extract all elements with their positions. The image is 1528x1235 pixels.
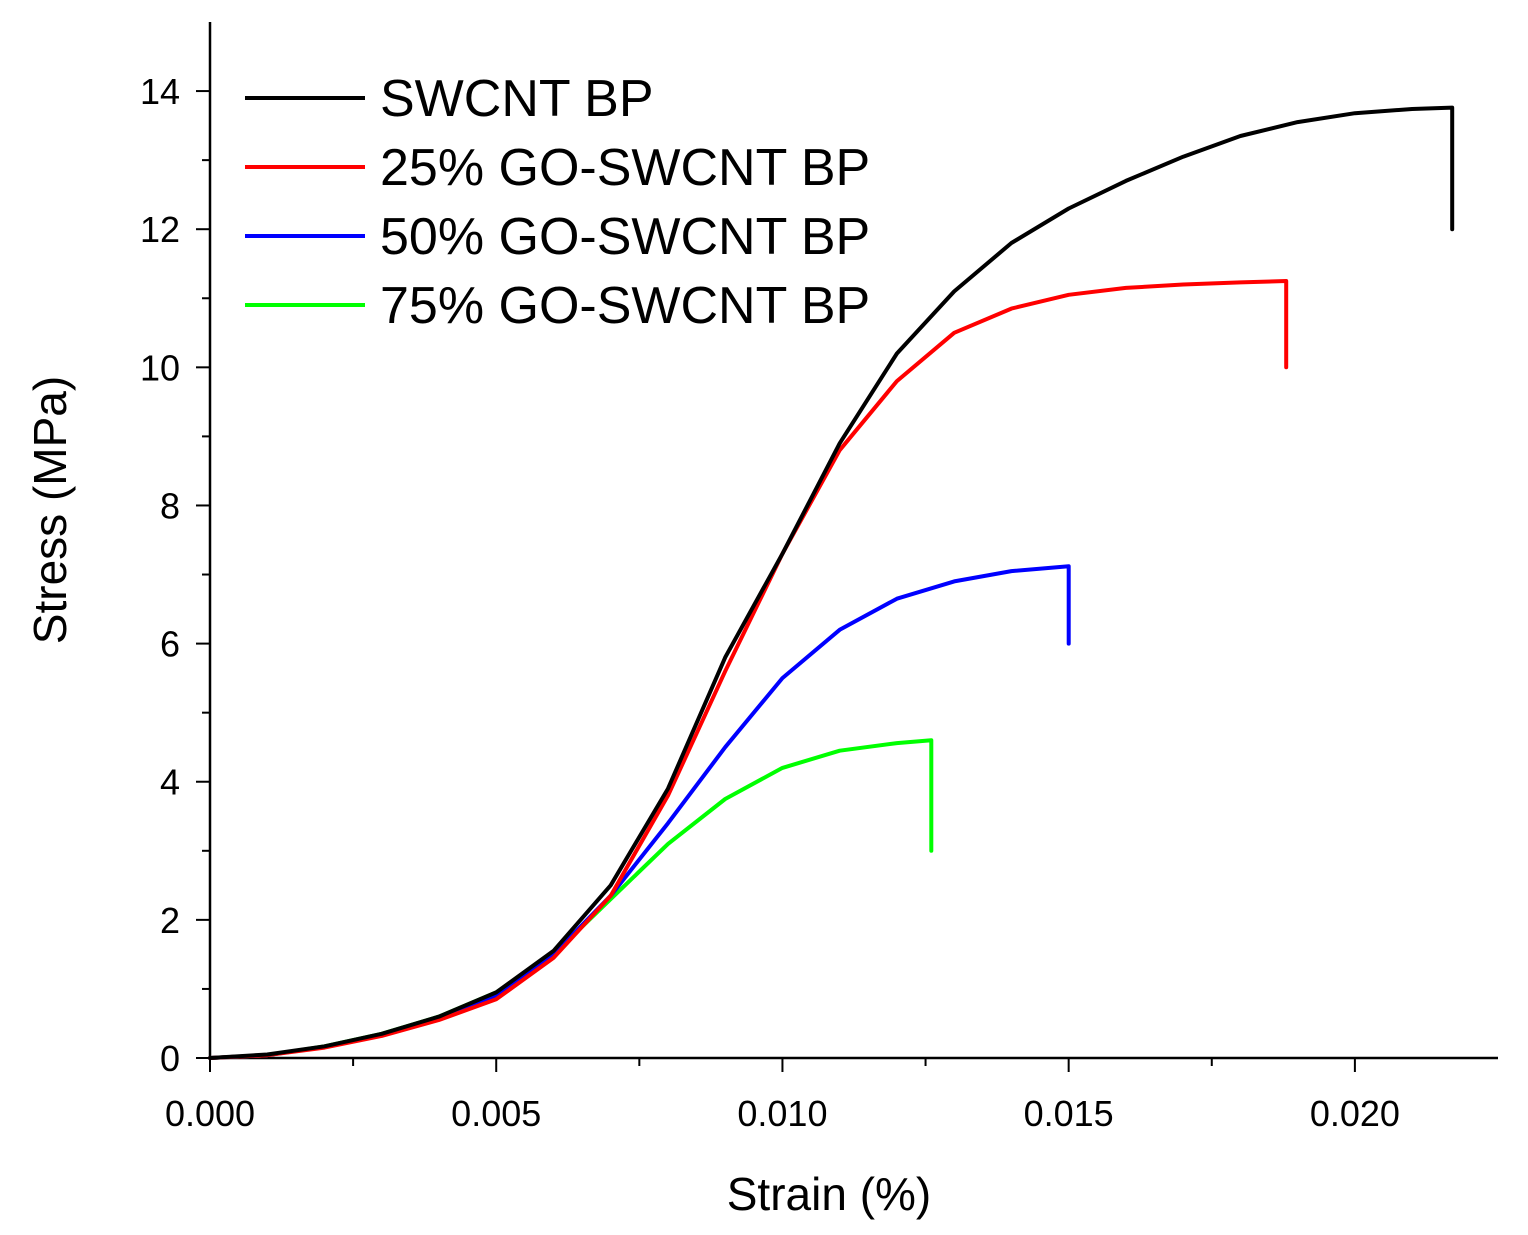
axes (208, 22, 1498, 1060)
x-tick-label: 0.005 (451, 1093, 541, 1134)
y-tick-label: 2 (160, 900, 180, 941)
y-tick-label: 6 (160, 624, 180, 665)
series-lines (208, 105, 1455, 1060)
legend-label: SWCNT BP (380, 70, 654, 128)
legend-label: 75% GO-SWCNT BP (380, 277, 870, 335)
y-tick-label: 12 (140, 209, 180, 250)
y-axis-title: Stress (MPa) (24, 376, 76, 644)
series-line-3 (208, 564, 1071, 1060)
series-line-2 (208, 279, 1289, 1060)
x-tick-label: 0.020 (1310, 1093, 1400, 1134)
legend-label: 50% GO-SWCNT BP (380, 208, 870, 266)
y-tick-label: 0 (160, 1038, 180, 1079)
series-line-4 (208, 738, 934, 1060)
x-axis-title: Strain (%) (727, 1168, 931, 1220)
series-line-1 (208, 105, 1455, 1060)
x-tick-label: 0.015 (1024, 1093, 1114, 1134)
x-ticks: 0.000 0.005 0.010 0.015 0.020 (165, 1058, 1400, 1134)
y-tick-label: 14 (140, 71, 180, 112)
y-tick-label: 4 (160, 762, 180, 803)
x-tick-label: 0.010 (737, 1093, 827, 1134)
legend-label: 25% GO-SWCNT BP (380, 139, 870, 197)
x-tick-label: 0.000 (165, 1093, 255, 1134)
y-tick-label: 8 (160, 485, 180, 526)
legend: SWCNT BP 25% GO-SWCNT BP 50% GO-SWCNT BP 75… (245, 70, 870, 335)
y-tick-label: 10 (140, 347, 180, 388)
y-ticks: 0 2 4 6 8 10 12 14 (140, 71, 210, 1079)
